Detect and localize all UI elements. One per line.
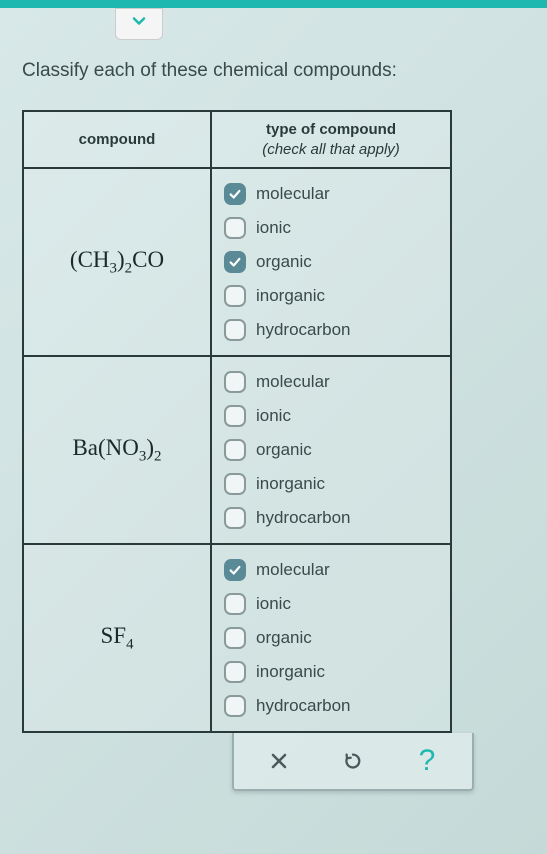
option-label: organic — [256, 628, 312, 648]
header-type: type of compound (check all that apply) — [211, 111, 451, 168]
option-row: molecular — [222, 365, 440, 399]
checkbox-ionic[interactable] — [224, 405, 246, 427]
option-label: inorganic — [256, 474, 325, 494]
option-label: ionic — [256, 406, 291, 426]
option-row: ionic — [222, 399, 440, 433]
checkbox-organic[interactable] — [224, 627, 246, 649]
check-icon — [228, 255, 242, 269]
option-label: hydrocarbon — [256, 320, 351, 340]
option-label: organic — [256, 440, 312, 460]
header-type-italic: (check all that apply) — [262, 141, 400, 158]
option-row: organic — [222, 621, 440, 655]
checkbox-organic[interactable] — [224, 251, 246, 273]
option-row: ionic — [222, 211, 440, 245]
checkbox-hydrocarbon[interactable] — [224, 319, 246, 341]
chevron-down-icon — [129, 11, 149, 31]
option-label: ionic — [256, 218, 291, 238]
checkbox-inorganic[interactable] — [224, 285, 246, 307]
check-icon — [228, 187, 242, 201]
header-compound: compound — [23, 111, 211, 168]
options-cell: molecular ionic organic inorganic hydrocarbo… — [211, 168, 451, 356]
option-row: organic — [222, 433, 440, 467]
option-row: hydrocarbon — [222, 689, 440, 723]
checkbox-hydrocarbon[interactable] — [224, 507, 246, 529]
checkbox-molecular[interactable] — [224, 371, 246, 393]
option-label: hydrocarbon — [256, 508, 351, 528]
content-area: Classify each of these chemical compound… — [0, 8, 547, 791]
checkbox-molecular[interactable] — [224, 183, 246, 205]
option-label: ionic — [256, 594, 291, 614]
table-row: (CH3)2CO molecular ionic organic inorganic hy… — [23, 168, 451, 356]
option-row: ionic — [222, 587, 440, 621]
top-bar — [0, 0, 547, 8]
option-row: inorganic — [222, 279, 440, 313]
option-label: molecular — [256, 184, 330, 204]
expand-tab[interactable] — [115, 8, 163, 40]
compound-formula: (CH3)2CO — [23, 168, 211, 356]
option-label: organic — [256, 252, 312, 272]
help-button[interactable]: ? — [407, 745, 447, 777]
checkbox-inorganic[interactable] — [224, 661, 246, 683]
options-cell: molecular ionic organic inorganic hydrocarbo… — [211, 356, 451, 544]
options-cell: molecular ionic organic inorganic hydrocarbo… — [211, 544, 451, 732]
option-row: inorganic — [222, 467, 440, 501]
checkbox-inorganic[interactable] — [224, 473, 246, 495]
option-label: molecular — [256, 560, 330, 580]
table-row: SF4 molecular ionic organic inorganic hydroca… — [23, 544, 451, 732]
checkbox-ionic[interactable] — [224, 217, 246, 239]
close-button[interactable] — [259, 745, 299, 777]
option-row: molecular — [222, 177, 440, 211]
option-row: hydrocarbon — [222, 313, 440, 347]
table-row: Ba(NO3)2 molecular ionic organic inorganic hy… — [23, 356, 451, 544]
undo-icon — [342, 750, 364, 772]
option-label: inorganic — [256, 662, 325, 682]
close-icon — [269, 751, 289, 771]
checkbox-organic[interactable] — [224, 439, 246, 461]
action-bar: ? — [232, 733, 474, 791]
option-row: inorganic — [222, 655, 440, 689]
option-row: molecular — [222, 553, 440, 587]
undo-button[interactable] — [333, 745, 373, 777]
option-row: hydrocarbon — [222, 501, 440, 535]
option-label: molecular — [256, 372, 330, 392]
option-label: hydrocarbon — [256, 696, 351, 716]
option-label: inorganic — [256, 286, 325, 306]
compound-table: compound type of compound (check all tha… — [22, 110, 452, 733]
option-row: organic — [222, 245, 440, 279]
instruction-text: Classify each of these chemical compound… — [22, 60, 525, 82]
checkbox-hydrocarbon[interactable] — [224, 695, 246, 717]
compound-formula: Ba(NO3)2 — [23, 356, 211, 544]
check-icon — [228, 563, 242, 577]
checkbox-molecular[interactable] — [224, 559, 246, 581]
header-type-bold: type of compound — [266, 121, 396, 138]
checkbox-ionic[interactable] — [224, 593, 246, 615]
compound-formula: SF4 — [23, 544, 211, 732]
